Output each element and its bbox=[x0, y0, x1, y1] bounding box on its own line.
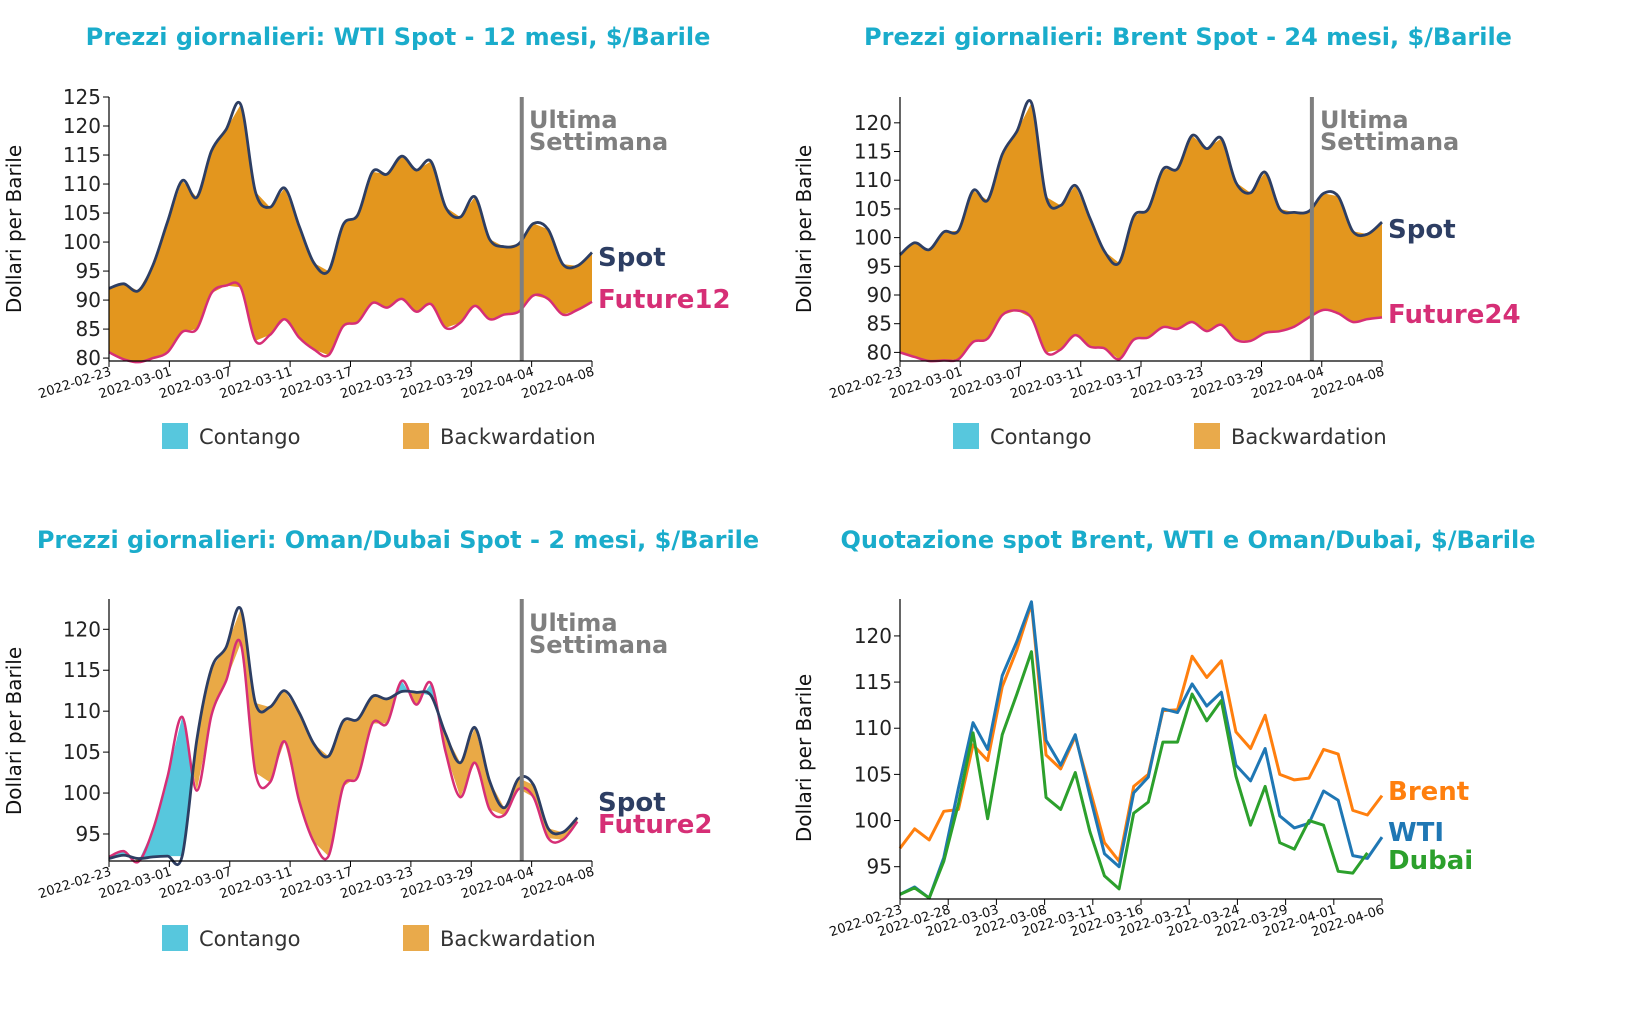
y-tick-label: 115 bbox=[854, 140, 892, 164]
y-tick-label: 120 bbox=[63, 617, 101, 641]
backwardation-area bbox=[436, 711, 578, 840]
y-tick-label: 110 bbox=[854, 716, 892, 740]
y-tick-label: 95 bbox=[867, 855, 892, 879]
y-tick-label: 110 bbox=[63, 699, 101, 723]
legend-label-backwardation: Backwardation bbox=[440, 425, 596, 449]
series-label-spot: Spot bbox=[1388, 215, 1456, 245]
y-tick-label: 115 bbox=[63, 658, 101, 682]
y-tick-label: 120 bbox=[854, 111, 892, 135]
series-line-dubai bbox=[899, 650, 1369, 900]
y-axis-label: Dollari per Barile bbox=[792, 145, 816, 313]
annotation-line-1: Ultima bbox=[529, 106, 618, 134]
backwardation-area bbox=[408, 691, 424, 705]
chart-panel-1: Prezzi giornalieri: WTI Spot - 12 mesi, … bbox=[2, 23, 731, 449]
y-tick-label: 105 bbox=[854, 762, 892, 786]
y-axis-label: Dollari per Barile bbox=[792, 674, 816, 842]
y-axis-label: Dollari per Barile bbox=[2, 647, 26, 815]
annotation-line-1: Ultima bbox=[529, 609, 618, 637]
y-tick-label: 105 bbox=[63, 201, 101, 225]
series-line-brent bbox=[898, 602, 1384, 863]
y-tick-label: 115 bbox=[854, 670, 892, 694]
legend-swatch-contango bbox=[953, 423, 979, 449]
y-tick-label: 120 bbox=[63, 114, 101, 138]
legend-label-contango: Contango bbox=[199, 927, 300, 951]
spot-line bbox=[899, 99, 1383, 266]
spot-line bbox=[108, 100, 593, 293]
annotation-line-2: Settimana bbox=[529, 128, 668, 156]
y-tick-label: 85 bbox=[76, 317, 101, 341]
chart-title: Quotazione spot Brent, WTI e Oman/Dubai,… bbox=[840, 526, 1535, 554]
y-tick-label: 80 bbox=[76, 346, 101, 370]
future-line bbox=[108, 638, 579, 864]
y-tick-label: 110 bbox=[854, 168, 892, 192]
legend-swatch-contango bbox=[162, 423, 188, 449]
future-line bbox=[108, 281, 593, 364]
series-label-future12: Future12 bbox=[598, 285, 731, 315]
y-tick-label: 105 bbox=[854, 197, 892, 221]
backwardation-area bbox=[192, 608, 398, 857]
y-tick-label: 100 bbox=[63, 781, 101, 805]
legend-swatch-backwardation bbox=[403, 925, 429, 951]
annotation-line-1: Ultima bbox=[1320, 106, 1409, 134]
y-tick-label: 85 bbox=[867, 312, 892, 336]
y-tick-label: 120 bbox=[854, 624, 892, 648]
y-tick-label: 95 bbox=[867, 254, 892, 278]
y-tick-label: 105 bbox=[63, 740, 101, 764]
chart-title: Prezzi giornalieri: Brent Spot - 24 mesi… bbox=[864, 23, 1512, 51]
chart-panel-3: Prezzi giornalieri: Oman/Dubai Spot - 2 … bbox=[2, 526, 759, 951]
spot-line bbox=[108, 606, 579, 866]
series-label-wti: WTI bbox=[1388, 818, 1444, 848]
legend-swatch-contango bbox=[162, 925, 188, 951]
y-tick-label: 95 bbox=[76, 822, 101, 846]
contango-area bbox=[423, 683, 437, 712]
y-tick-label: 90 bbox=[76, 288, 101, 312]
series-label-brent: Brent bbox=[1388, 777, 1469, 807]
y-axis-label: Dollari per Barile bbox=[2, 145, 26, 313]
future-line bbox=[899, 308, 1383, 363]
series-label-spot: Spot bbox=[598, 243, 666, 273]
contango-area bbox=[139, 716, 193, 859]
backwardation-area bbox=[109, 104, 592, 363]
y-tick-label: 110 bbox=[63, 172, 101, 196]
series-label-dubai: Dubai bbox=[1388, 846, 1473, 876]
chart-title: Prezzi giornalieri: Oman/Dubai Spot - 2 … bbox=[37, 526, 759, 554]
y-tick-label: 115 bbox=[63, 143, 101, 167]
series-line-wti bbox=[899, 600, 1384, 900]
legend-swatch-backwardation bbox=[1194, 423, 1220, 449]
y-tick-label: 125 bbox=[63, 85, 101, 109]
y-tick-label: 100 bbox=[63, 230, 101, 254]
legend-label-contango: Contango bbox=[199, 425, 300, 449]
series-label-future2: Future2 bbox=[598, 810, 712, 840]
y-tick-label: 100 bbox=[854, 809, 892, 833]
legend-swatch-backwardation bbox=[403, 423, 429, 449]
chart-title: Prezzi giornalieri: WTI Spot - 12 mesi, … bbox=[86, 23, 711, 51]
chart-panel-4: Quotazione spot Brent, WTI e Oman/Dubai,… bbox=[792, 526, 1536, 940]
chart-panel-2: Prezzi giornalieri: Brent Spot - 24 mesi… bbox=[792, 23, 1521, 449]
legend-label-backwardation: Backwardation bbox=[440, 927, 596, 951]
y-tick-label: 95 bbox=[76, 259, 101, 283]
series-label-future24: Future24 bbox=[1388, 300, 1521, 330]
annotation-line-2: Settimana bbox=[1320, 128, 1459, 156]
y-tick-label: 90 bbox=[867, 283, 892, 307]
legend-label-contango: Contango bbox=[990, 425, 1091, 449]
backwardation-area bbox=[900, 102, 1382, 362]
y-tick-label: 100 bbox=[854, 226, 892, 250]
series-label-spot: Spot bbox=[598, 788, 666, 818]
annotation-line-2: Settimana bbox=[529, 631, 668, 659]
legend-label-backwardation: Backwardation bbox=[1231, 425, 1387, 449]
y-tick-label: 80 bbox=[867, 340, 892, 364]
